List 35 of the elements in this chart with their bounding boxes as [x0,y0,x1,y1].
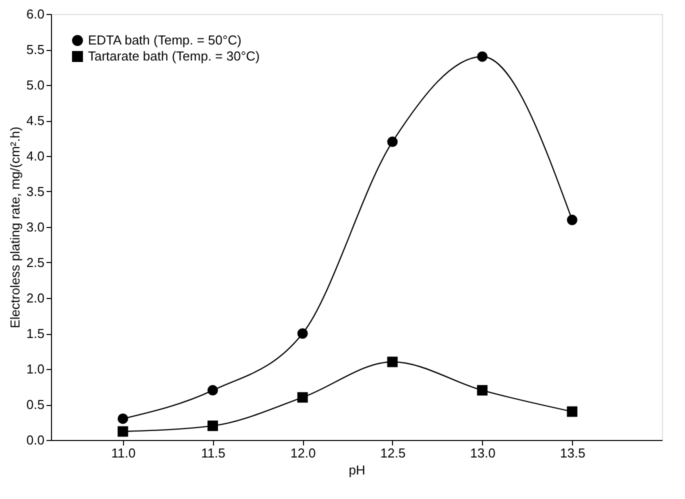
point [387,136,398,148]
point [566,406,578,417]
y-tick-label: 4.5 [26,113,44,128]
point [477,51,488,62]
y-axis-title: Electroless plating rate, mg/(cm².h) [7,126,22,328]
y-tick-label: 2.5 [26,255,44,270]
point [118,413,128,424]
legend-label: Tartarate bath (Temp. = 30°C) [88,48,260,64]
y-tick-label: 0.5 [26,397,44,412]
point [387,356,398,368]
point [297,328,308,339]
y-tick-label: 2.0 [26,290,44,306]
point [566,214,578,226]
x-tick-label: 12.5 [380,446,406,460]
legend-label: EDTA bath (Temp. = 50°C) [88,32,242,48]
y-tick-label: 1.5 [26,326,44,341]
y-tick-label: 0.0 [26,432,44,448]
x-tick-label: 13.5 [560,446,586,460]
x-tick-label: 12.0 [290,446,316,460]
point [207,385,218,396]
y-tick-label: 3.0 [26,220,44,234]
point [207,420,218,432]
point [477,385,488,396]
y-tick-label: 5.5 [26,42,44,57]
y-tick-label: 5.0 [26,78,44,92]
point [297,392,308,403]
x-axis-title: pH [348,462,366,478]
y-tick-label: 1.0 [26,362,44,376]
x-tick-label: 13.0 [470,446,496,460]
point [118,426,128,437]
y-tick-label: 3.5 [26,184,44,199]
x-tick-label: 11.5 [201,446,226,460]
x-tick-label: 11.0 [111,446,136,460]
y-tick-label: 6.0 [26,6,44,22]
y-tick-label: 4.0 [26,148,44,164]
